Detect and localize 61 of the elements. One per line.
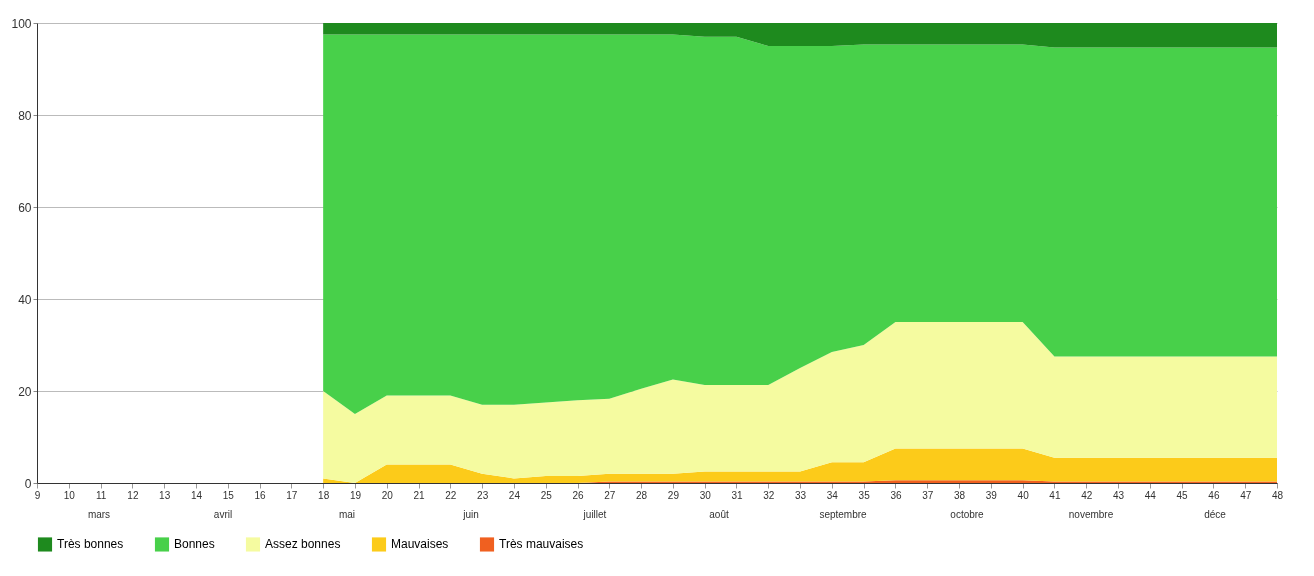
text: août (709, 509, 729, 520)
x-tick-label: 43 (1112, 489, 1125, 501)
x-tick-label: 48 (1271, 489, 1284, 501)
x-tick-label: 44 (1144, 489, 1157, 501)
x-tick-label: 13 (159, 489, 171, 501)
x-tick-label: 35 (858, 489, 871, 501)
x-tick-label: 40 (1017, 489, 1030, 501)
x-tick-label: 20 (381, 489, 394, 501)
text: novembre (1068, 509, 1114, 520)
text: juin (462, 509, 479, 520)
x-tick-label: 26 (572, 489, 585, 501)
x-tick-label: 33 (795, 489, 807, 501)
x-tick-label: 36 (890, 489, 902, 501)
x-tick-label: 46 (1208, 489, 1220, 501)
x-tick-label: 17 (286, 489, 298, 501)
text: septembre (819, 509, 868, 520)
x-tick-label: 45 (1176, 489, 1189, 501)
legend-label: Mauvaises (391, 537, 449, 552)
x-tick-label: 25 (540, 489, 553, 501)
x-tick-label: 18 (318, 489, 330, 501)
x-tick-label: 47 (1240, 489, 1252, 501)
legend-label: Assez bonnes (265, 537, 341, 552)
x-tick-label: 9 (34, 489, 41, 501)
x-tick-label: 22 (445, 489, 457, 501)
x-tick-label: 41 (1049, 489, 1061, 501)
y-tick-label: 20 (18, 384, 32, 399)
x-tick-label: 21 (413, 489, 426, 501)
y-tick-label: 100 (11, 16, 32, 31)
text: octobre (950, 509, 985, 520)
x-tick-label: 42 (1081, 489, 1093, 501)
x-tick-label: 14 (190, 489, 203, 501)
legend-label: Très mauvaises (499, 537, 584, 552)
text: avril (213, 509, 233, 520)
x-tick-label: 28 (636, 489, 648, 501)
x-tick-label: 16 (254, 489, 267, 501)
text: mars (87, 509, 111, 520)
x-tick-label: 30 (699, 489, 712, 501)
y-tick-label: 80 (18, 108, 32, 123)
x-tick-label: 27 (604, 489, 616, 501)
x-tick-label: 24 (508, 489, 521, 501)
text: juillet (582, 509, 607, 520)
x-tick-label: 11 (95, 489, 107, 501)
x-tick-label: 15 (222, 489, 235, 501)
legend-label: Bonnes (174, 537, 215, 552)
x-tick-label: 32 (763, 489, 775, 501)
text: mai (338, 509, 356, 520)
x-tick-label: 12 (127, 489, 139, 501)
x-tick-label: 34 (826, 489, 839, 501)
x-tick-label: 29 (667, 489, 680, 501)
x-tick-label: 23 (477, 489, 489, 501)
legend-label: Très bonnes (57, 537, 124, 552)
y-tick-label: 60 (18, 200, 32, 215)
x-tick-label: 39 (985, 489, 998, 501)
x-tick-label: 37 (922, 489, 934, 501)
text: déce (1204, 509, 1227, 520)
x-tick-label: 19 (349, 489, 362, 501)
y-tick-label: 0 (24, 476, 32, 491)
x-tick-label: 38 (953, 489, 966, 501)
y-tick-label: 40 (18, 292, 32, 307)
x-tick-label: 31 (731, 489, 743, 501)
x-tick-label: 10 (63, 489, 76, 501)
